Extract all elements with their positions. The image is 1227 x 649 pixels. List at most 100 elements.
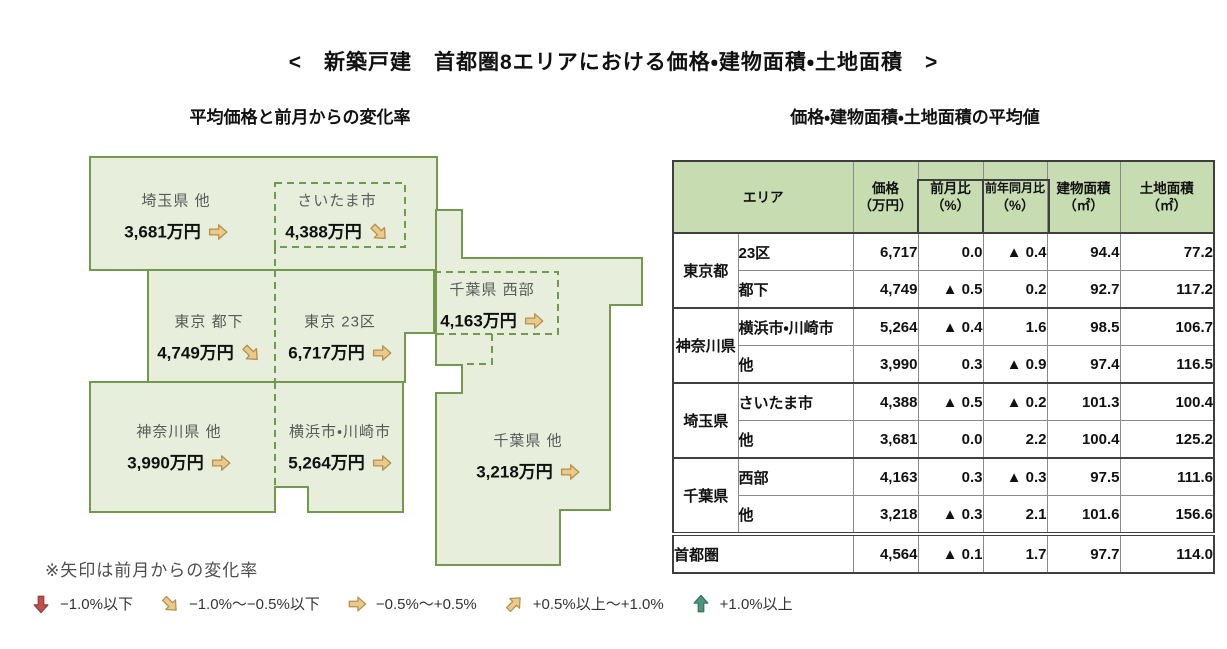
trend-flat-icon [372,345,392,361]
prefecture-cell: 東京都 [672,232,739,309]
arrow-up-right-icon [505,596,521,612]
area-price: 4,388万円 [285,222,362,242]
area-name: 千葉県 西部 [449,281,535,299]
yoy-cell: ▲ 0.3 [982,457,1048,496]
land-area-cell: 125.2 [1119,420,1215,459]
building-area-cell: 97.7 [1046,532,1121,574]
mom-cell: ▲ 0.3 [917,495,984,535]
building-area-cell: 101.3 [1046,382,1121,421]
area-cell: 他 [737,495,854,535]
land-area-cell: 111.6 [1119,457,1215,496]
yoy-cell: 2.2 [982,420,1048,459]
trend-flat-icon [560,464,580,480]
legend-label: −0.5%～+0.5% [375,596,477,613]
area-name: 神奈川県 他 [136,423,222,441]
legend-item: −1.0%～−0.5%以下 [160,593,320,614]
price-cell: 3,681 [852,420,919,459]
arrow-up-icon [693,594,709,612]
prefecture-cell: 千葉県 [672,457,739,535]
price-cell: 4,564 [852,532,919,574]
legend-item: −0.5%～+0.5% [347,593,477,614]
col-header-mom: 前月比 （%） [917,160,984,234]
table-row: 都下 4,749 ▲ 0.5 0.2 92.7 117.2 [673,270,1215,309]
trend-down-right-icon [241,344,258,361]
price-cell: 4,749 [852,270,919,309]
col-header-yoy: 前年同月比 （%） [982,160,1048,234]
building-area-cell: 94.4 [1046,232,1121,271]
trend-legend: −1.0%以下 −1.0%～−0.5%以下 −0.5%～+0.5% +0.5%以… [31,593,793,614]
map-dashed-box-saitama-city [274,182,406,248]
arrow-down-right-icon [161,595,177,611]
area-price: 3,681万円 [124,222,201,242]
yoy-cell: 2.1 [982,495,1048,535]
map-dashed-box-chiba-west [433,271,559,335]
map-label-saitama-city: さいたま市 4,388万円 [285,190,389,243]
map-label-chiba-west: 千葉県 西部 4,163万円 [440,279,544,332]
area-name: 埼玉県 他 [141,192,211,210]
land-area-cell: 116.5 [1119,345,1215,384]
table-row: 神奈川県 横浜市・川崎市 5,264 ▲ 0.4 1.6 98.5 106.7 [672,307,1215,384]
map-label-saitama-other: 埼玉県 他 3,681万円 [124,190,228,243]
price-cell: 5,264 [852,307,919,346]
mom-cell: ▲ 0.5 [917,382,984,421]
total-label-cell: 首都圏 [672,532,854,574]
area-price: 6,717万円 [288,343,365,363]
yoy-cell: 1.6 [982,307,1048,346]
legend-label: −1.0%～−0.5%以下 [188,596,320,613]
land-area-cell: 77.2 [1119,232,1215,271]
prefecture-cell: 神奈川県 [672,307,739,384]
area-price: 4,749万円 [157,343,234,363]
legend-item: +0.5%以上～+1.0% [504,593,664,614]
area-cell: 都下 [737,270,854,309]
map-dashed-tail-chiba-west [462,334,493,365]
area-price: 4,163万円 [440,311,517,331]
stats-table-wrap: エリア 価格 （万円） 前月比 （%） 前年同月比 （%） 建物面積 （㎡） 土地面積（… [672,160,1215,574]
area-name: 東京 都下 [174,313,244,331]
land-area-cell: 106.7 [1119,307,1215,346]
mom-cell: 0.3 [917,457,984,496]
arrow-down-icon [33,595,49,613]
col-header-land-area: 土地面積 （㎡） [1119,160,1215,234]
area-price: 3,990万円 [127,453,204,473]
area-price: 5,264万円 [288,453,365,473]
land-area-cell: 100.4 [1119,382,1215,421]
building-area-cell: 98.5 [1046,307,1121,346]
yoy-cell: ▲ 0.4 [982,232,1048,271]
area-cell: 横浜市・川崎市 [737,307,854,346]
map-region-saitama [89,156,438,271]
legend-label: +0.5%以上～+1.0% [532,596,664,613]
map-label-yokohama-kawasaki: 横浜市・川崎市 5,264万円 [288,421,392,474]
prefecture-cell: 埼玉県 [672,382,739,459]
trend-flat-icon [372,455,392,471]
mom-cell: ▲ 0.1 [917,532,984,574]
building-area-cell: 101.6 [1046,495,1121,535]
table-row: 他 3,218 ▲ 0.3 2.1 101.6 156.6 [673,495,1215,535]
building-area-cell: 97.4 [1046,345,1121,384]
area-cell: さいたま市 [737,382,854,421]
legend-label: +1.0%以上 [719,596,793,613]
map-note: ※矢印は前月からの変化率 [45,561,259,580]
area-cell: 西部 [737,457,854,496]
map-region-kanagawa [89,381,404,513]
mom-cell: 0.0 [917,420,984,459]
area-price: 3,218万円 [476,462,553,482]
total-row: 首都圏 4,564 ▲ 0.1 1.7 97.7 114.0 [672,532,1215,574]
area-name: 千葉県 他 [493,432,563,450]
trend-flat-icon [211,455,231,471]
table-row: 千葉県 西部 4,163 0.3 ▲ 0.3 97.5 111.6 [672,457,1215,535]
yoy-cell: ▲ 0.2 [982,382,1048,421]
mom-cell: 0.0 [917,232,984,271]
page-title: < 新築戸建 首都圏8エリアにおける価格・建物面積・土地面積 > [288,51,939,74]
map-label-kanagawa-other: 神奈川県 他 3,990万円 [127,421,231,474]
mom-cell: 0.3 [917,345,984,384]
table-row: 他 3,681 0.0 2.2 100.4 125.2 [673,420,1215,459]
table-row: 他 3,990 0.3 ▲ 0.9 97.4 116.5 [673,345,1215,384]
price-cell: 4,163 [852,457,919,496]
map-label-tokyo-tama: 東京 都下 4,749万円 [157,311,261,364]
price-cell: 3,218 [852,495,919,535]
yoy-cell: ▲ 0.9 [982,345,1048,384]
table-row: 東京都 23区 6,717 0.0 ▲ 0.4 94.4 77.2 [672,232,1215,309]
legend-label: −1.0%以下 [60,596,133,613]
